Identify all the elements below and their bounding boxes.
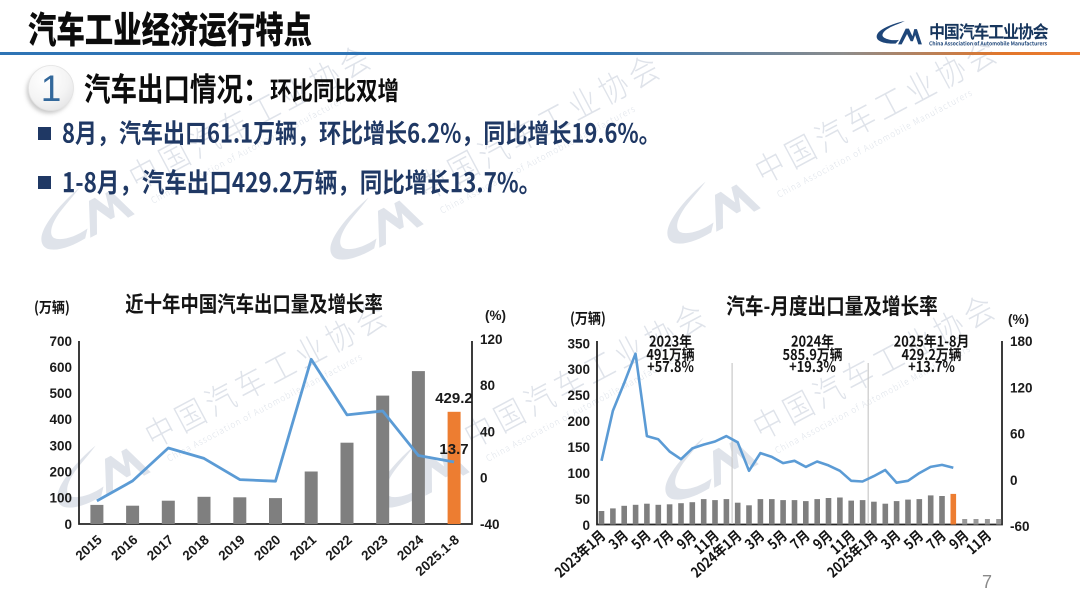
svg-text:0: 0: [582, 518, 590, 533]
svg-text:7: 7: [982, 572, 992, 592]
svg-text:80: 80: [480, 378, 495, 393]
svg-text:429.2: 429.2: [435, 390, 473, 407]
svg-text:700: 700: [49, 334, 72, 349]
svg-text:300: 300: [567, 362, 590, 377]
svg-text:600: 600: [49, 360, 72, 375]
svg-text:0: 0: [1010, 473, 1018, 488]
svg-text:350: 350: [567, 336, 590, 351]
svg-text:0: 0: [64, 517, 72, 532]
svg-text:0: 0: [480, 471, 488, 486]
svg-text:(%): (%): [485, 308, 506, 323]
svg-text:400: 400: [49, 412, 72, 427]
svg-text:500: 500: [49, 386, 72, 401]
svg-text:50: 50: [575, 492, 590, 507]
svg-text:200: 200: [567, 414, 590, 429]
svg-text:120: 120: [480, 332, 503, 347]
svg-text:120: 120: [1010, 380, 1033, 395]
svg-text:-40: -40: [480, 517, 500, 532]
svg-text:(%): (%): [1008, 312, 1029, 327]
svg-text:250: 250: [567, 388, 590, 403]
svg-text:180: 180: [1010, 334, 1033, 349]
svg-text:40: 40: [480, 424, 495, 439]
svg-text:13.7: 13.7: [439, 441, 468, 458]
svg-text:60: 60: [1010, 427, 1025, 442]
svg-text:100: 100: [49, 491, 72, 506]
svg-text:1: 1: [41, 68, 62, 109]
svg-text:300: 300: [49, 438, 72, 453]
svg-text:200: 200: [49, 465, 72, 480]
svg-text:150: 150: [567, 440, 590, 455]
svg-text:-60: -60: [1010, 519, 1030, 534]
svg-text:100: 100: [567, 466, 590, 481]
